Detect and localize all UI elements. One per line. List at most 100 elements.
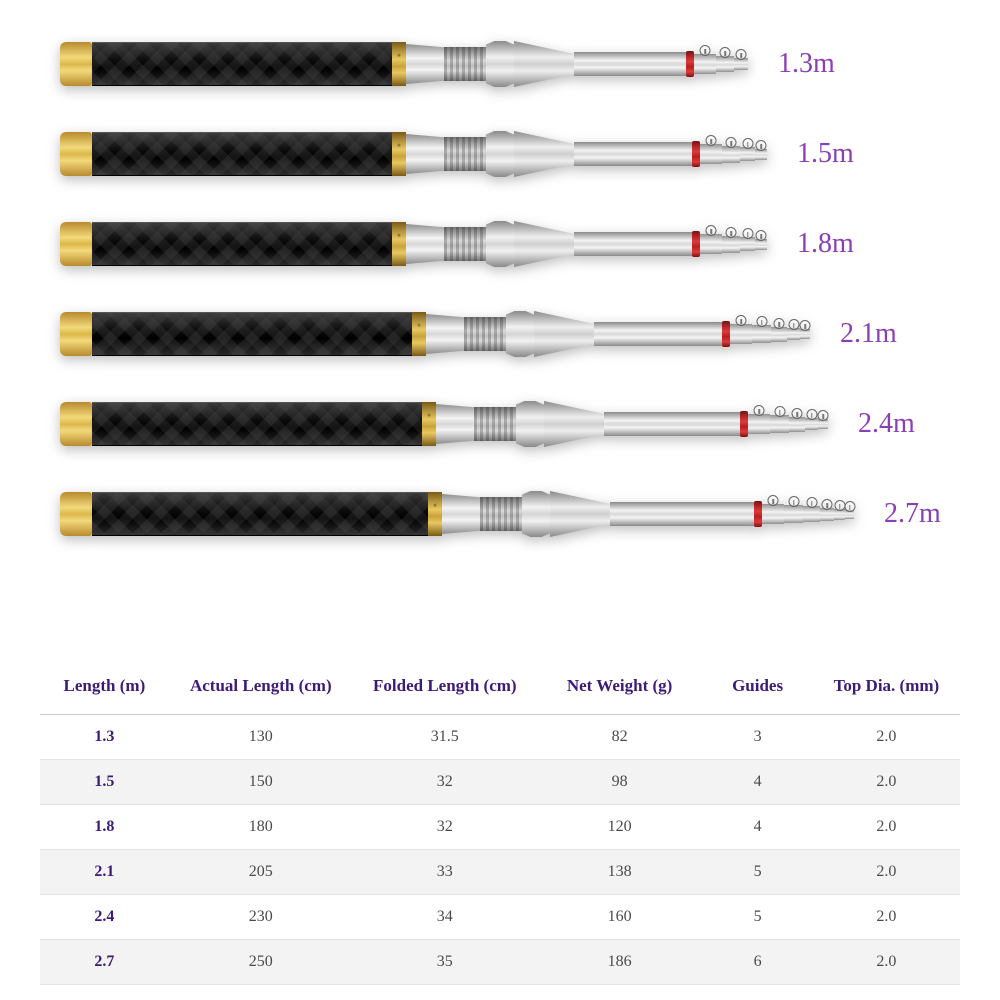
guide-ring-icon (755, 239, 767, 250)
tip-assembly (700, 224, 767, 264)
reel-seat (486, 41, 514, 87)
guide-ring-icon (734, 58, 748, 70)
screw-section (444, 47, 486, 81)
fishing-rod (60, 311, 810, 357)
fishing-rod (60, 401, 828, 447)
table-cell: 82 (537, 715, 703, 760)
rod-length-label: 1.5m (797, 138, 854, 170)
table-cell: 1.3 (40, 715, 169, 760)
table-cell: 2.7 (40, 940, 169, 985)
rod-cap (60, 42, 92, 86)
rod-grip (92, 312, 412, 356)
guide-ring-icon (722, 146, 740, 163)
red-ring (754, 501, 762, 527)
rod-row: 1.8m (60, 220, 940, 268)
guide-ring-icon (748, 414, 770, 434)
table-row: 2.12053313852.0 (40, 850, 960, 895)
barrel (610, 502, 754, 526)
cone-section (534, 311, 594, 357)
table-cell: 98 (537, 760, 703, 805)
screw-section (480, 497, 522, 531)
table-cell: 2.0 (813, 895, 960, 940)
table-cell: 2.0 (813, 805, 960, 850)
fishing-rod (60, 41, 748, 87)
guide-ring-icon (716, 56, 734, 72)
rod-row: 2.7m (60, 490, 940, 538)
cone-section (514, 221, 574, 267)
reel-seat (486, 221, 514, 267)
table-header-cell: Top Dia. (mm) (813, 658, 960, 715)
table-cell: 120 (537, 805, 703, 850)
tip-assembly (700, 134, 767, 174)
table-cell: 4 (702, 760, 812, 805)
table-cell: 5 (702, 895, 812, 940)
table-cell: 1.5 (40, 760, 169, 805)
tip-assembly (694, 44, 748, 84)
guide-ring-icon (740, 147, 755, 161)
guide-ring-icon (730, 324, 752, 344)
rod-row: 1.5m (60, 130, 940, 178)
guide-ring-icon (800, 329, 810, 339)
reel-seat (506, 311, 534, 357)
table-row: 2.72503518662.0 (40, 940, 960, 985)
guide-ring-icon (752, 325, 771, 343)
rod-cap (60, 312, 92, 356)
rod-cap (60, 132, 92, 176)
metal-neck (426, 314, 464, 354)
table-cell: 150 (169, 760, 353, 805)
spec-table-body: 1.313031.58232.01.5150329842.01.81803212… (40, 715, 960, 985)
table-cell: 130 (169, 715, 353, 760)
gold-ring (422, 402, 436, 446)
guide-ring-icon (803, 506, 820, 522)
guide-ring-icon (762, 504, 784, 524)
table-cell: 5 (702, 850, 812, 895)
guide-ring-icon (834, 509, 845, 520)
table-header-cell: Actual Length (cm) (169, 658, 353, 715)
guide-ring-icon (755, 149, 767, 160)
table-cell: 35 (353, 940, 537, 985)
rod-length-label: 2.7m (884, 498, 941, 530)
table-cell: 31.5 (353, 715, 537, 760)
rod-cap (60, 402, 92, 446)
metal-neck (406, 224, 444, 264)
fishing-rod (60, 221, 767, 267)
rod-row: 2.1m (60, 310, 940, 358)
metal-neck (442, 494, 480, 534)
rod-grip (92, 222, 392, 266)
table-row: 1.81803212042.0 (40, 805, 960, 850)
table-header-cell: Net Weight (g) (537, 658, 703, 715)
guide-ring-icon (700, 234, 722, 254)
table-header-cell: Length (m) (40, 658, 169, 715)
table-row: 1.5150329842.0 (40, 760, 960, 805)
rod-grip (92, 402, 422, 446)
tip-assembly (762, 494, 854, 534)
table-cell: 2.0 (813, 850, 960, 895)
gold-ring (412, 312, 426, 356)
table-cell: 180 (169, 805, 353, 850)
spec-table-header-row: Length (m)Actual Length (cm)Folded Lengt… (40, 658, 960, 715)
red-ring (692, 141, 700, 167)
table-row: 1.313031.58232.0 (40, 715, 960, 760)
table-cell: 1.8 (40, 805, 169, 850)
rod-length-label: 1.8m (797, 228, 854, 260)
metal-neck (436, 404, 474, 444)
guide-ring-icon (770, 415, 789, 433)
rod-length-label: 2.4m (858, 408, 915, 440)
table-cell: 2.0 (813, 715, 960, 760)
gold-ring (392, 222, 406, 266)
fishing-rods-infographic: 1.3m1.5m1.8m2.1m2.4m2.7m (60, 40, 940, 580)
table-cell: 32 (353, 760, 537, 805)
barrel (574, 232, 692, 256)
table-cell: 230 (169, 895, 353, 940)
reel-seat (516, 401, 544, 447)
rod-row: 2.4m (60, 400, 940, 448)
red-ring (722, 321, 730, 347)
red-ring (686, 51, 694, 77)
table-header-cell: Guides (702, 658, 812, 715)
table-cell: 205 (169, 850, 353, 895)
tip-assembly (730, 314, 810, 354)
guide-ring-icon (771, 327, 787, 342)
screw-section (444, 137, 486, 171)
table-cell: 4 (702, 805, 812, 850)
guide-ring-icon (722, 236, 740, 253)
